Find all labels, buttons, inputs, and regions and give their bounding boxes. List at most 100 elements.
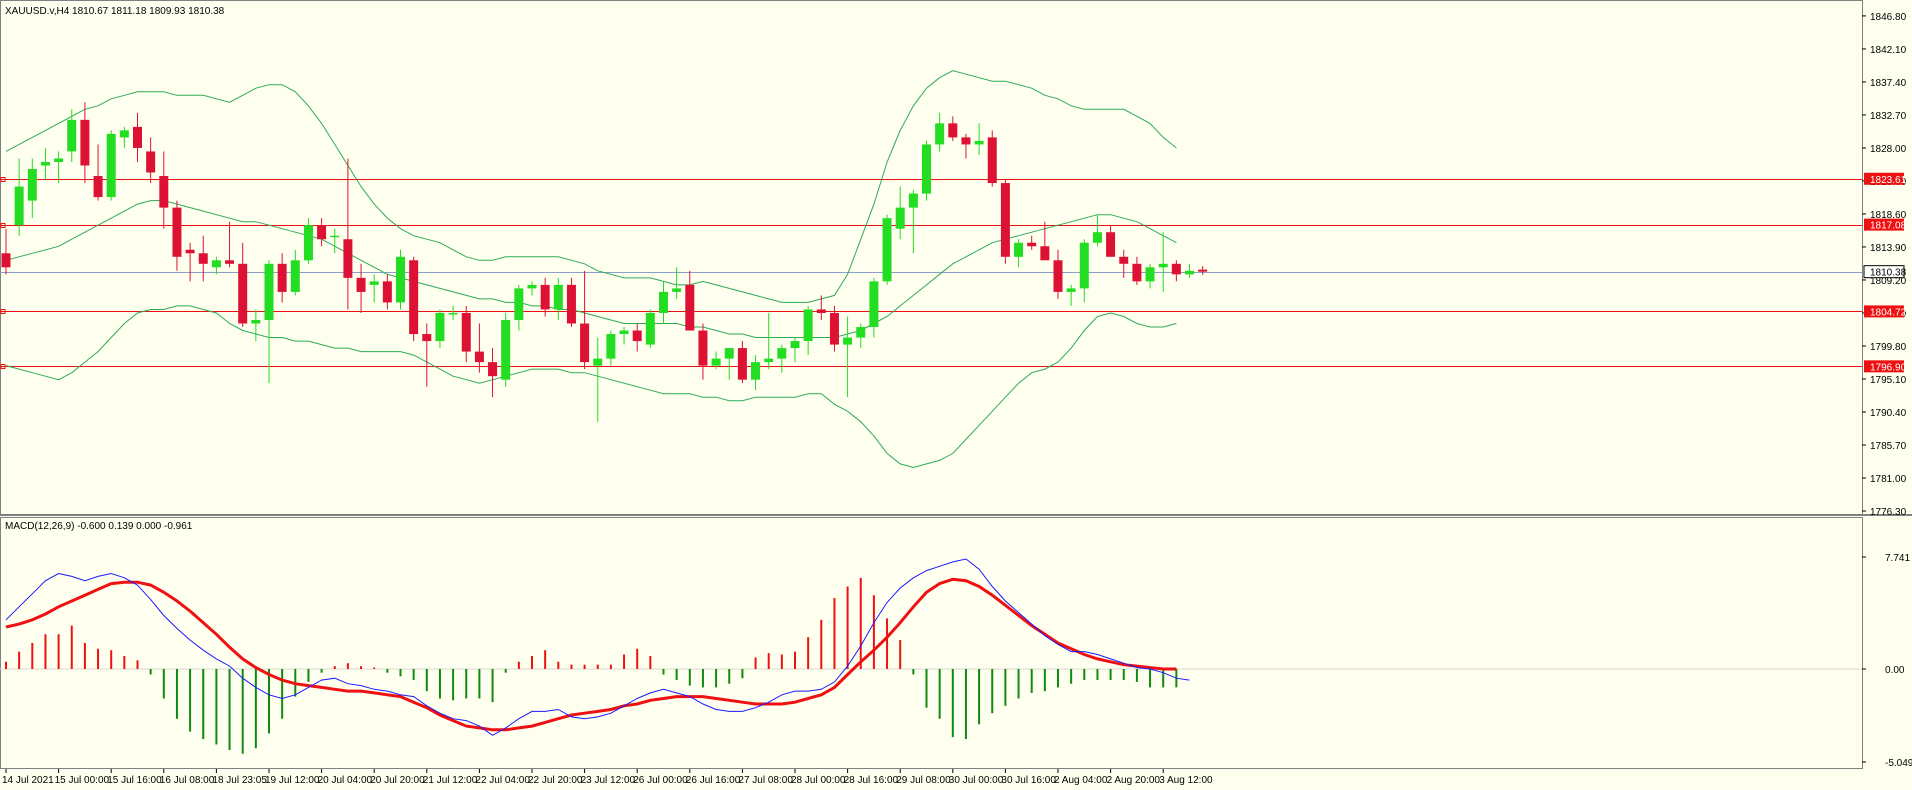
candle-body bbox=[843, 337, 853, 345]
time-tick-label: 22 Jul 20:00 bbox=[528, 775, 583, 786]
time-tick-label: 27 Jul 08:00 bbox=[738, 775, 793, 786]
price-tick-label: 1846.80 bbox=[1870, 12, 1907, 23]
candle-body bbox=[1079, 242, 1089, 289]
candle-body bbox=[829, 312, 839, 345]
bollinger-lower-line bbox=[5, 305, 1177, 469]
candle-body bbox=[501, 319, 511, 380]
symbol-header: XAUUSD.v,H4 1810.67 1811.18 1809.93 1810… bbox=[5, 6, 225, 17]
candle-body bbox=[672, 288, 682, 292]
candle-body bbox=[606, 334, 616, 359]
candle-body bbox=[1185, 270, 1194, 275]
candle-body bbox=[1066, 288, 1076, 292]
macd-line bbox=[5, 558, 1190, 736]
level-price-tag bbox=[1864, 360, 1904, 373]
candle-body bbox=[1, 253, 11, 268]
candle-body bbox=[474, 351, 484, 363]
level-handle bbox=[0, 223, 6, 228]
price-tick-label: 1790.40 bbox=[1870, 408, 1907, 419]
candle-body bbox=[448, 312, 458, 315]
candle-body bbox=[685, 284, 695, 331]
candle-body bbox=[737, 348, 747, 380]
time-tick-label: 20 Jul 20:00 bbox=[370, 775, 425, 786]
candle-body bbox=[764, 358, 774, 363]
level-handle bbox=[0, 364, 6, 369]
candle-body bbox=[948, 123, 958, 138]
candle-body bbox=[1000, 183, 1010, 257]
time-tick-label: 19 Jul 12:00 bbox=[265, 775, 320, 786]
time-tick-label: 15 Jul 16:00 bbox=[107, 775, 162, 786]
candle-body bbox=[553, 284, 563, 310]
candle-body bbox=[343, 239, 353, 278]
price-tick-label: 1832.70 bbox=[1870, 111, 1907, 122]
candle-body bbox=[790, 341, 800, 349]
candle-body bbox=[659, 291, 668, 313]
candle-body bbox=[632, 330, 642, 342]
candle-body bbox=[409, 260, 419, 335]
time-tick-label: 18 Jul 23:05 bbox=[212, 775, 267, 786]
time-tick-label: 29 Jul 08:00 bbox=[896, 775, 951, 786]
level-price-label: 1804.72 bbox=[1870, 307, 1907, 318]
macd-header: MACD(12,26,9) -0.600 0.139 0.000 -0.961 bbox=[5, 521, 193, 532]
time-tick-label: 15 Jul 00:00 bbox=[55, 775, 110, 786]
time-tick-label: 28 Jul 16:00 bbox=[844, 775, 899, 786]
price-tick-label: 1842.10 bbox=[1870, 45, 1907, 56]
candle-body bbox=[1106, 232, 1116, 257]
price-tick-label: 1818.60 bbox=[1870, 210, 1907, 221]
current-price-label: 1810.38 bbox=[1870, 268, 1907, 279]
time-tick-label: 28 Jul 00:00 bbox=[791, 775, 846, 786]
price-tick-label: 1828.00 bbox=[1870, 144, 1907, 155]
candle-body bbox=[119, 130, 129, 138]
candle-body bbox=[895, 207, 905, 229]
candle-body bbox=[488, 362, 498, 377]
bollinger-upper-line bbox=[5, 70, 1177, 303]
time-tick-label: 2 Aug 20:00 bbox=[1107, 775, 1161, 786]
candle-body bbox=[922, 144, 931, 194]
candle-body bbox=[27, 169, 37, 201]
level-price-tag bbox=[1864, 218, 1904, 231]
candle-body bbox=[1132, 263, 1142, 282]
candle-body bbox=[527, 284, 537, 289]
candle-body bbox=[803, 309, 813, 342]
macd-signal-line bbox=[5, 577, 1177, 732]
candle-body bbox=[974, 140, 984, 145]
candle-body bbox=[619, 330, 629, 335]
price-tick-label: 1809.20 bbox=[1870, 276, 1907, 287]
macd-indicator bbox=[0, 558, 1862, 754]
candle-body bbox=[935, 123, 945, 145]
time-tick-label: 26 Jul 00:00 bbox=[633, 775, 688, 786]
candle-body bbox=[382, 281, 392, 303]
candle-body bbox=[1198, 269, 1208, 272]
candle-body bbox=[777, 348, 787, 359]
candles bbox=[1, 102, 1208, 422]
macd-tick-label: 0.00 bbox=[1885, 665, 1905, 676]
time-tick-label: 20 Jul 04:00 bbox=[318, 775, 373, 786]
candle-body bbox=[711, 358, 721, 366]
candle-body bbox=[540, 284, 550, 310]
candle-body bbox=[1145, 267, 1155, 282]
candle-body bbox=[961, 137, 971, 145]
candle-body bbox=[317, 225, 327, 240]
candle-body bbox=[645, 312, 655, 345]
macd-axis: 7.741 0.00 -5.049 bbox=[1862, 553, 1912, 769]
candle-body bbox=[185, 249, 195, 254]
candle-body bbox=[330, 235, 340, 238]
candle-body bbox=[40, 161, 50, 166]
time-tick-label: 3 Aug 12:00 bbox=[1159, 775, 1213, 786]
level-handle bbox=[0, 177, 6, 182]
level-price-tag bbox=[1864, 172, 1904, 185]
candle-body bbox=[80, 119, 90, 166]
bollinger-bands bbox=[5, 70, 1177, 469]
candle-body bbox=[882, 218, 892, 282]
candle-body bbox=[724, 348, 734, 359]
level-price-label: 1823.61 bbox=[1870, 175, 1907, 186]
candle-body bbox=[172, 207, 182, 257]
candle-body bbox=[422, 334, 432, 342]
panel-separator[interactable] bbox=[0, 514, 1912, 516]
time-tick-label: 30 Jul 00:00 bbox=[949, 775, 1004, 786]
time-tick-label: 2 Aug 04:00 bbox=[1054, 775, 1108, 786]
candle-body bbox=[67, 119, 77, 152]
candle-body bbox=[211, 260, 221, 268]
candle-body bbox=[133, 126, 142, 148]
